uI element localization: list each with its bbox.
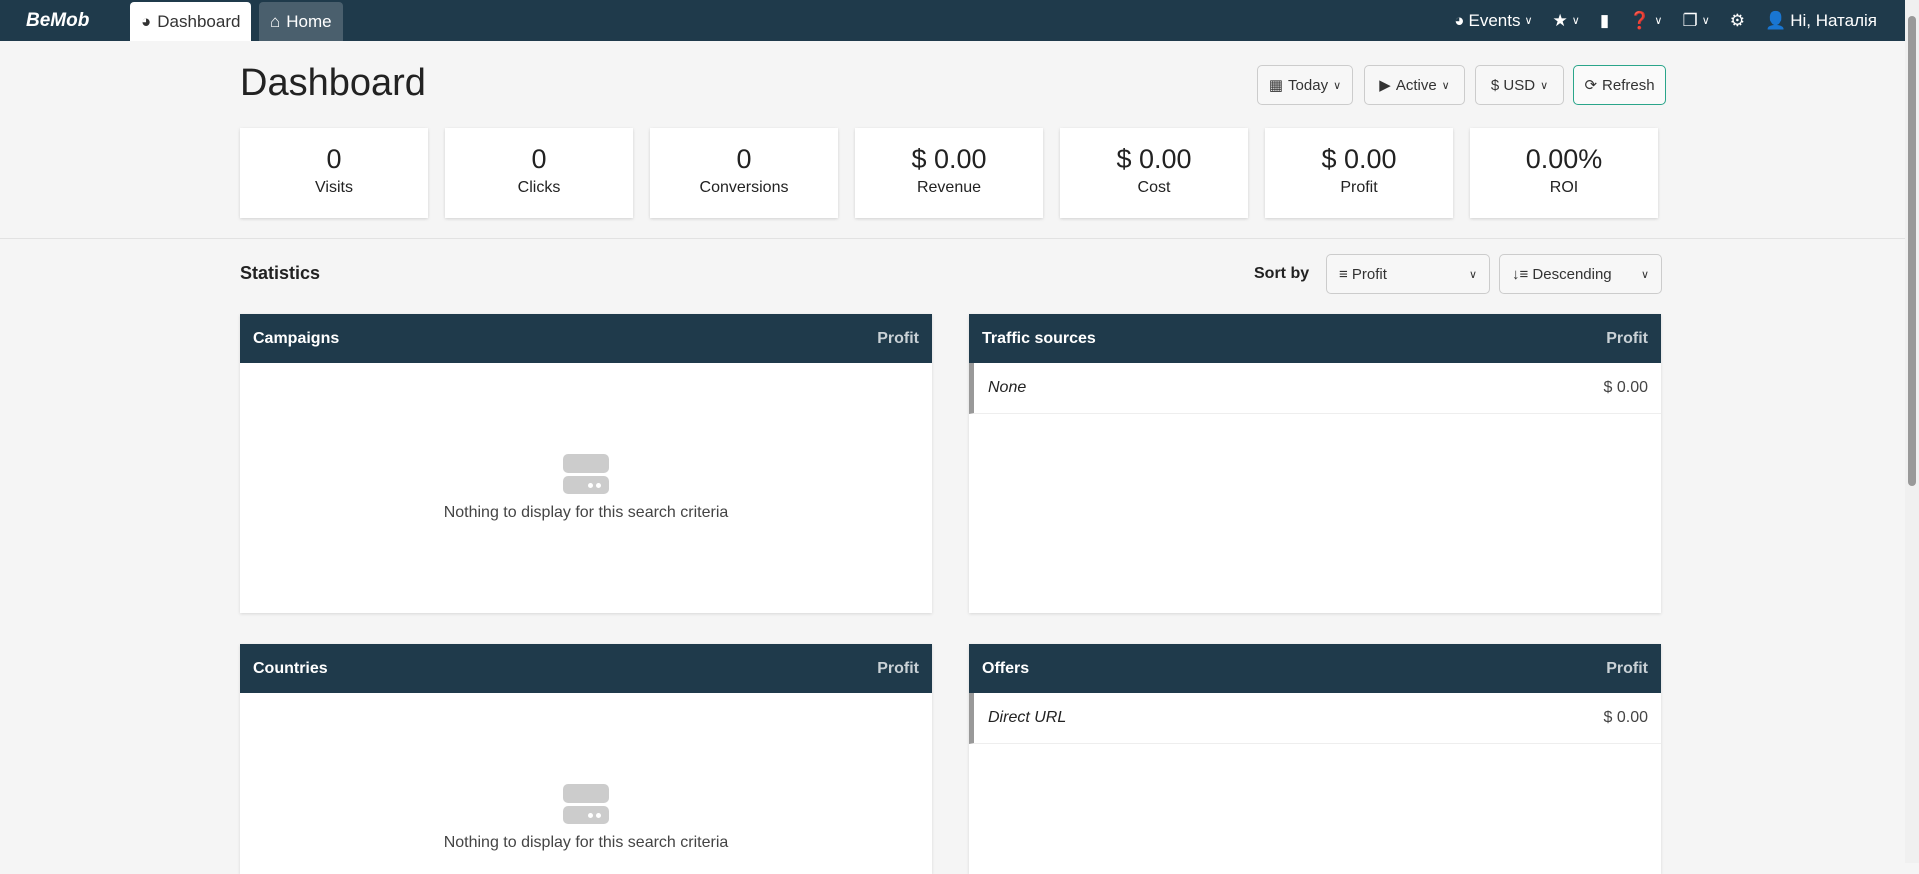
panel-title: Offers	[982, 659, 1030, 677]
tab-home[interactable]: ⌂ Home	[259, 2, 343, 41]
windows-menu[interactable]: ❐ ∨	[1682, 11, 1709, 31]
database-icon	[563, 454, 609, 494]
currency-select[interactable]: $ USD ∨	[1475, 65, 1564, 105]
chevron-down-icon: ∨	[1654, 15, 1663, 27]
campaigns-panel: Campaigns Profit Nothing to display for t…	[240, 314, 932, 613]
play-icon: ▶	[1379, 77, 1391, 94]
chevron-down-icon: ∨	[1540, 79, 1549, 92]
sort-order-select[interactable]: ↓≡ Descending ∨	[1499, 254, 1662, 294]
profit-column-header[interactable]: Profit	[877, 329, 919, 347]
scrollbar-thumb[interactable]	[1908, 16, 1916, 486]
empty-state: Nothing to display for this search crite…	[240, 784, 932, 852]
chevron-down-icon: ∨	[1524, 15, 1533, 27]
calendar-icon: ▦	[1268, 77, 1284, 94]
question-icon: ❓	[1629, 10, 1651, 30]
user-icon: 👤	[1765, 10, 1787, 30]
panel-title: Campaigns	[253, 329, 340, 347]
help-menu[interactable]: ❓ ∨	[1629, 11, 1662, 31]
divider	[0, 238, 1905, 239]
stats-cards: 0 Visits 0 Clicks 0 Conversions $ 0.00 Reven…	[240, 128, 1658, 218]
star-icon: ★	[1552, 10, 1568, 30]
stat-roi: 0.00% ROI	[1470, 128, 1658, 218]
list-item[interactable]: None $ 0.00	[969, 363, 1661, 414]
list-item[interactable]: Direct URL $ 0.00	[969, 693, 1661, 744]
comment-icon: ▮	[1599, 10, 1610, 30]
chevron-down-icon: ∨	[1571, 15, 1580, 27]
home-icon: ⌂	[270, 11, 281, 31]
stat-revenue: $ 0.00 Revenue	[855, 128, 1043, 218]
statistics-heading: Statistics	[240, 263, 321, 283]
status-select[interactable]: ▶ Active ∨	[1364, 65, 1465, 105]
refresh-button[interactable]: ⟳ Refresh	[1573, 65, 1666, 105]
chevron-down-icon: ∨	[1701, 15, 1710, 27]
gauge-icon: ◕	[1454, 10, 1465, 30]
profit-column-header[interactable]: Profit	[1606, 659, 1648, 677]
user-menu[interactable]: 👤 Hi, Наталія	[1765, 10, 1877, 30]
chevron-down-icon: ∨	[1640, 268, 1649, 281]
top-navbar: BeMob ◕ Dashboard ⌂ Home ◕ Events ∨ ★ ∨ ▮ ❓ ∨ …	[0, 0, 1905, 41]
list-icon: ≡	[1339, 265, 1352, 283]
profit-column-header[interactable]: Profit	[877, 659, 919, 677]
scrollbar[interactable]	[1905, 0, 1919, 863]
offers-panel: Offers Profit Direct URL $ 0.00	[969, 644, 1661, 874]
sort-by-label: Sort by	[1254, 265, 1310, 282]
traffic-sources-panel: Traffic sources Profit None $ 0.00	[969, 314, 1661, 613]
events-menu[interactable]: ◕ Events ∨	[1454, 10, 1533, 30]
chevron-down-icon: ∨	[1441, 79, 1450, 92]
chevron-down-icon: ∨	[1333, 79, 1342, 92]
stat-cost: $ 0.00 Cost	[1060, 128, 1248, 218]
database-icon	[563, 784, 609, 824]
stat-clicks: 0 Clicks	[445, 128, 633, 218]
refresh-icon: ⟳	[1584, 77, 1598, 94]
gear-icon: ⚙	[1729, 10, 1746, 30]
stat-profit: $ 0.00 Profit	[1265, 128, 1453, 218]
chevron-down-icon: ∨	[1468, 268, 1477, 281]
stat-conversions: 0 Conversions	[650, 128, 838, 218]
sort-field-select[interactable]: ≡ Profit ∨	[1326, 254, 1490, 294]
panel-title: Countries	[253, 659, 328, 677]
profit-column-header[interactable]: Profit	[1606, 329, 1648, 347]
sort-descending-icon: ↓≡	[1512, 265, 1533, 283]
date-range-select[interactable]: ▦ Today ∨	[1257, 65, 1353, 105]
settings-button[interactable]: ⚙	[1730, 11, 1745, 31]
messages-button[interactable]: ▮	[1600, 11, 1609, 31]
stat-visits: 0 Visits	[240, 128, 428, 218]
empty-state: Nothing to display for this search crite…	[240, 454, 932, 522]
page-title: Dashboard	[240, 62, 426, 104]
clone-icon: ❐	[1682, 10, 1698, 30]
countries-panel: Countries Profit Nothing to display for t…	[240, 644, 932, 874]
tab-dashboard[interactable]: ◕ Dashboard	[130, 2, 252, 41]
bemob-logo[interactable]: BeMob	[26, 10, 90, 31]
favorites-menu[interactable]: ★ ∨	[1553, 11, 1580, 31]
gauge-icon: ◕	[141, 11, 152, 31]
panel-title: Traffic sources	[982, 329, 1096, 347]
